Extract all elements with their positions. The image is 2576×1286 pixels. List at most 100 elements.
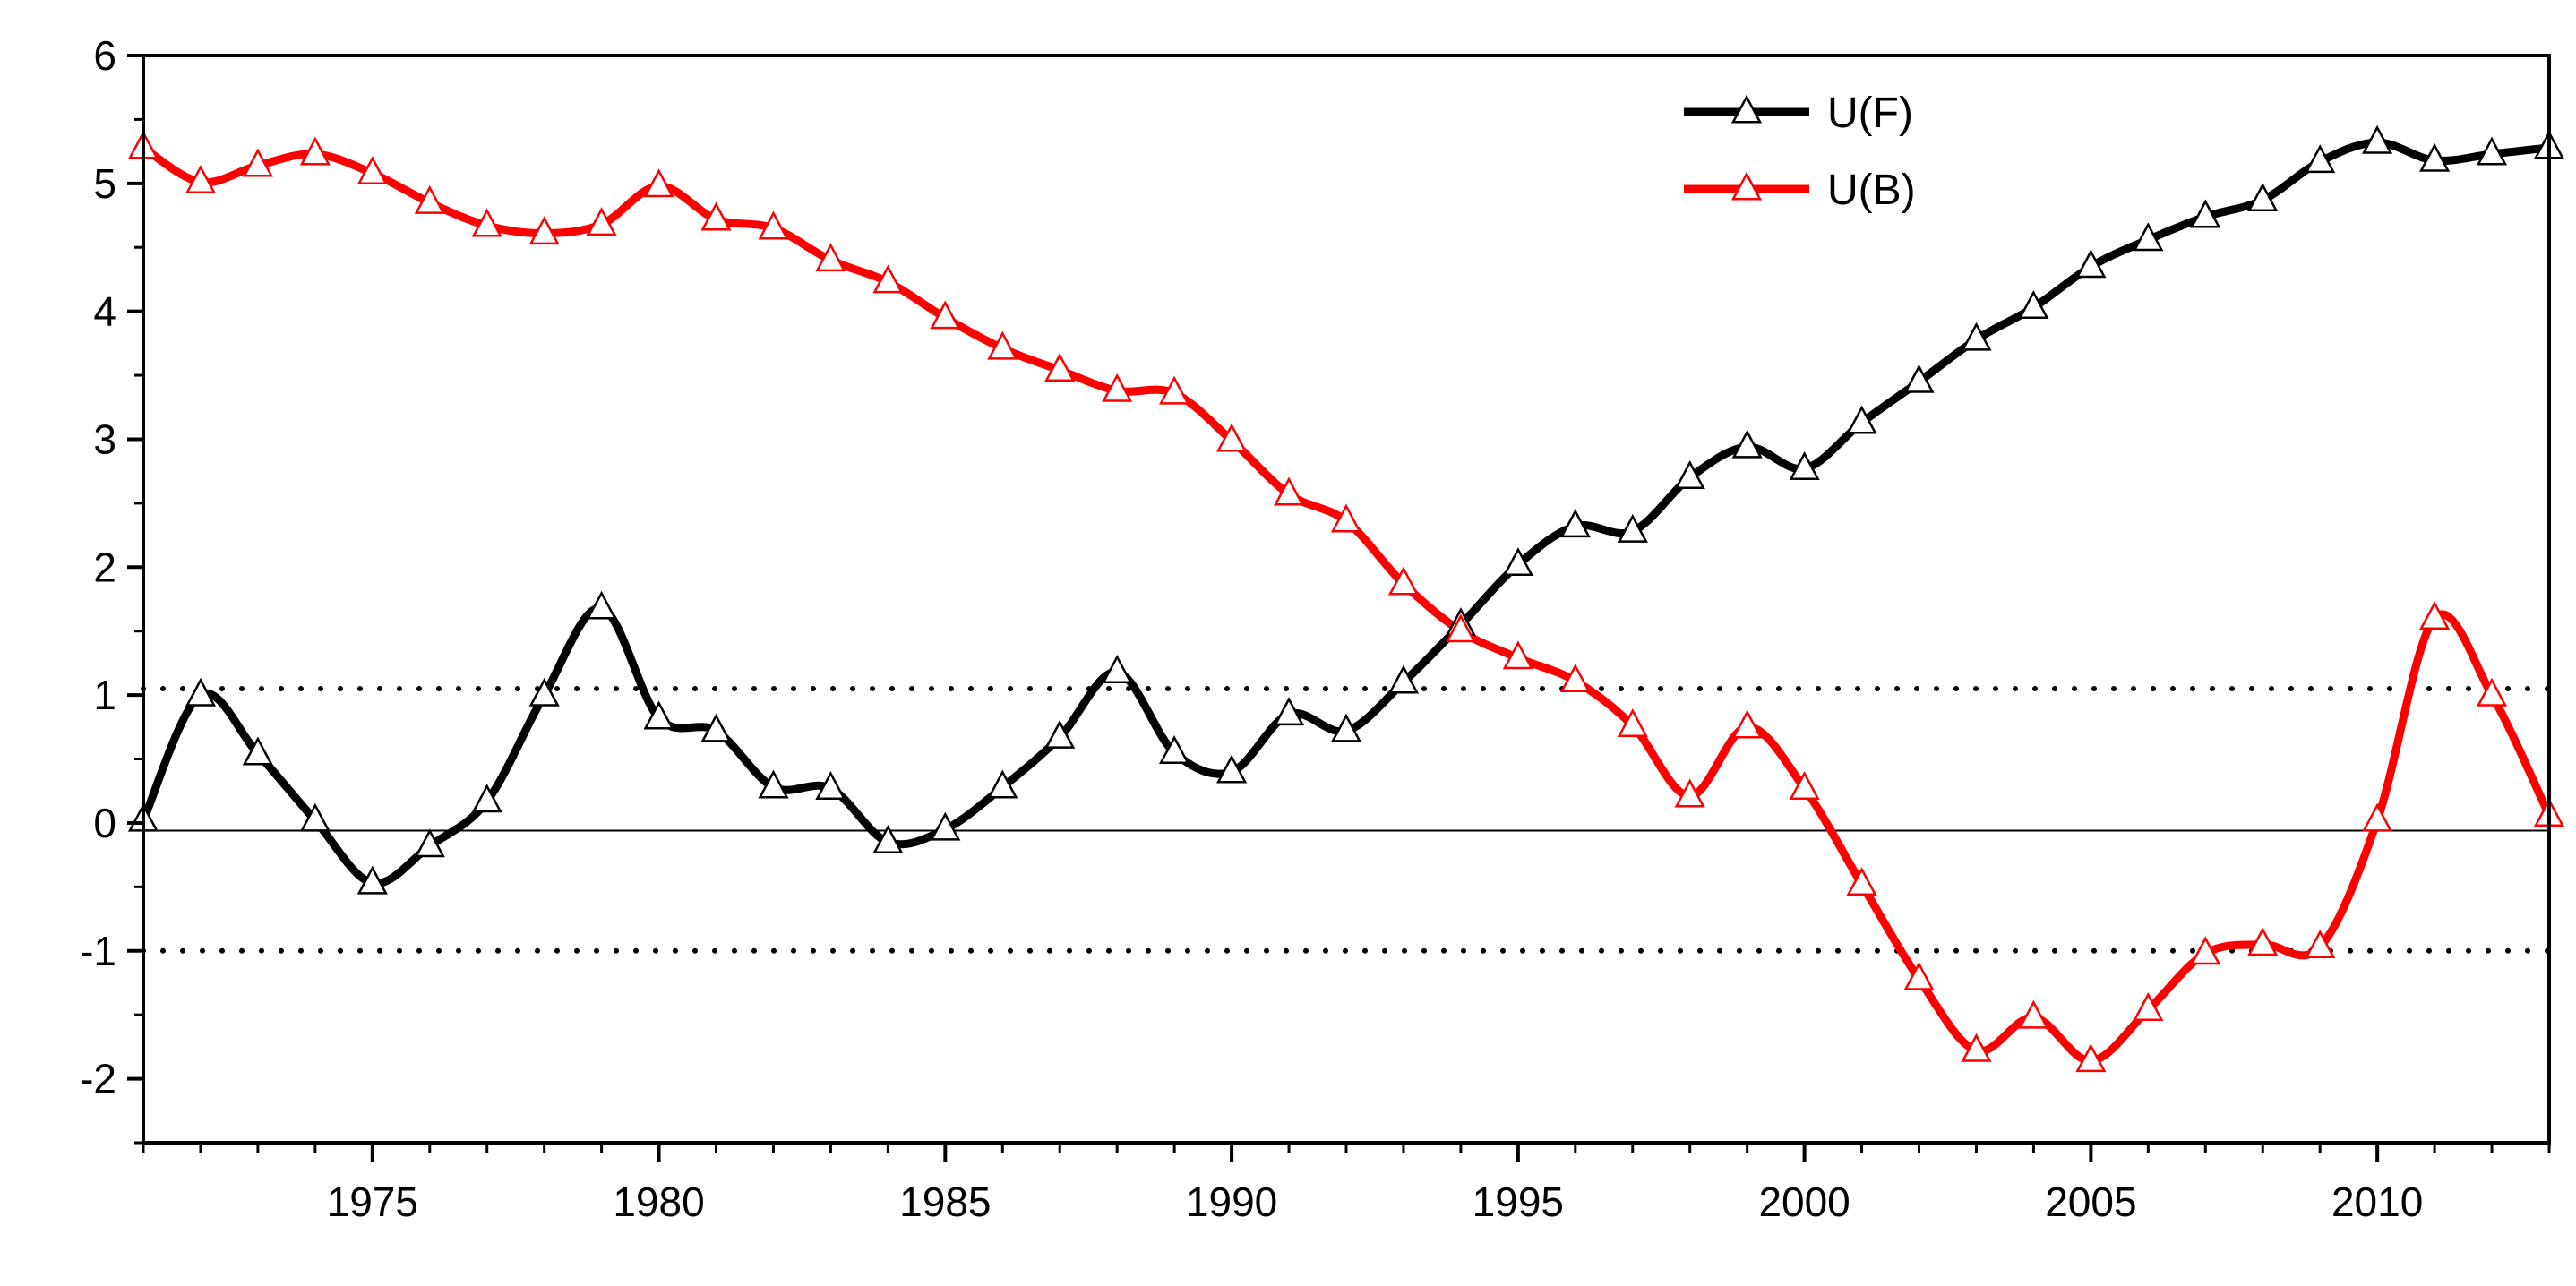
data-point-u-f — [1617, 513, 1648, 543]
data-point-u-b — [471, 208, 502, 237]
data-point-u-f — [185, 677, 217, 707]
data-point-u-b — [2075, 1043, 2107, 1073]
x-tick-label: 2010 — [2331, 1179, 2423, 1225]
data-point-u-b — [2133, 992, 2164, 1022]
data-point-u-f — [2476, 136, 2508, 166]
y-tick-label: 6 — [93, 32, 116, 79]
data-point-u-b — [1387, 566, 1420, 596]
data-point-u-f — [2190, 199, 2221, 228]
data-point-u-f — [1789, 450, 1820, 480]
data-point-u-b — [1216, 423, 1248, 452]
data-point-u-b — [872, 264, 904, 294]
data-point-u-f — [2247, 183, 2279, 211]
y-tick-label: 5 — [93, 160, 116, 207]
legend: U(F) U(B) — [1684, 90, 1916, 214]
data-point-u-b — [586, 207, 617, 236]
data-point-u-f — [1273, 697, 1305, 726]
data-point-u-b — [299, 136, 331, 166]
data-point-u-b — [1961, 1033, 1992, 1062]
axis-ticks: -2 -1 0 1 2 3 4 5 6 1975 1980 1985 1990 1995 2000 2005 2… — [80, 32, 2551, 1225]
data-point-u-b — [1502, 640, 1533, 670]
data-point-u-b — [1617, 708, 1648, 737]
data-point-u-b — [1846, 867, 1877, 896]
data-point-u-b — [930, 300, 961, 330]
x-tick-label: 1980 — [613, 1179, 704, 1225]
y-tick-label: 0 — [93, 800, 116, 846]
data-point-u-b — [643, 168, 674, 198]
data-point-u-b — [1330, 503, 1362, 533]
plot-frame — [142, 54, 2551, 1145]
x-tick-label: 2005 — [2045, 1179, 2136, 1225]
data-point-u-b — [1159, 375, 1190, 405]
y-tick-label: -1 — [80, 928, 116, 974]
legend-marker-u-b — [1730, 171, 1763, 201]
data-point-u-b — [1903, 961, 1935, 990]
data-point-u-b — [1731, 709, 1763, 739]
data-point-u-b — [242, 148, 273, 177]
data-point-u-f — [2018, 289, 2049, 319]
data-point-u-f — [1159, 734, 1190, 764]
data-point-u-f — [1674, 459, 1705, 489]
y-tick-label: -2 — [80, 1056, 116, 1102]
data-point-u-b — [2476, 677, 2508, 707]
x-tick-label: 1990 — [1186, 1179, 1277, 1225]
data-point-u-b — [758, 210, 789, 240]
data-point-u-b — [414, 184, 445, 214]
series-markers — [127, 124, 2565, 1073]
y-tick-label: 4 — [93, 288, 116, 335]
data-point-u-f — [2419, 142, 2451, 172]
data-point-u-f — [2362, 124, 2393, 154]
data-point-u-f — [2133, 222, 2164, 252]
data-point-u-f — [1216, 754, 1248, 784]
data-point-u-f — [414, 828, 445, 858]
data-point-u-b — [1273, 476, 1305, 506]
y-tick-label: 3 — [93, 416, 116, 462]
data-point-u-f — [1846, 405, 1877, 434]
data-point-u-f — [815, 770, 846, 800]
data-point-u-b — [2018, 999, 2049, 1029]
data-point-u-b — [2305, 930, 2336, 959]
data-point-u-b — [1445, 613, 1476, 643]
data-point-u-f — [1387, 664, 1420, 694]
data-point-u-f — [2305, 144, 2336, 174]
legend-label-u-b: U(B) — [1827, 167, 1916, 214]
data-point-u-f — [356, 865, 388, 895]
x-tick-label: 1995 — [1473, 1179, 1564, 1225]
data-point-u-f — [872, 824, 904, 853]
data-point-u-f — [1330, 713, 1362, 742]
x-tick-label: 2000 — [1758, 1179, 1850, 1225]
data-point-u-f — [1044, 719, 1076, 749]
data-point-u-b — [2362, 802, 2393, 832]
data-point-u-b — [1674, 778, 1705, 808]
data-point-u-f — [471, 784, 502, 813]
data-point-u-f — [1102, 655, 1133, 683]
series-line-u-b — [139, 143, 2554, 1066]
data-point-u-b — [1044, 352, 1076, 382]
data-point-u-b — [356, 156, 388, 184]
data-point-u-f — [1961, 322, 1992, 351]
data-point-u-b — [1559, 664, 1591, 692]
data-point-u-f — [1559, 509, 1591, 538]
data-point-u-f — [1903, 364, 1935, 393]
data-point-u-b — [2247, 927, 2279, 956]
y-tick-label: 2 — [93, 544, 116, 590]
data-point-u-f — [700, 713, 732, 742]
data-point-u-b — [815, 243, 846, 272]
data-point-u-f — [987, 769, 1018, 799]
data-point-u-b — [528, 216, 560, 245]
data-point-u-f — [758, 769, 789, 799]
data-point-u-f — [586, 590, 617, 620]
data-point-u-b — [987, 330, 1018, 360]
data-point-u-b — [2190, 936, 2221, 965]
data-point-u-f — [299, 802, 331, 832]
data-point-u-f — [930, 811, 961, 841]
x-tick-label: 1975 — [327, 1179, 418, 1225]
data-point-u-f — [528, 677, 560, 707]
data-point-u-f — [1731, 429, 1763, 459]
legend-label-u-f: U(F) — [1827, 90, 1913, 137]
data-point-u-f — [1502, 547, 1533, 577]
legend-marker-u-f — [1730, 94, 1763, 124]
data-point-u-b — [1102, 373, 1133, 402]
data-point-u-b — [700, 201, 732, 231]
